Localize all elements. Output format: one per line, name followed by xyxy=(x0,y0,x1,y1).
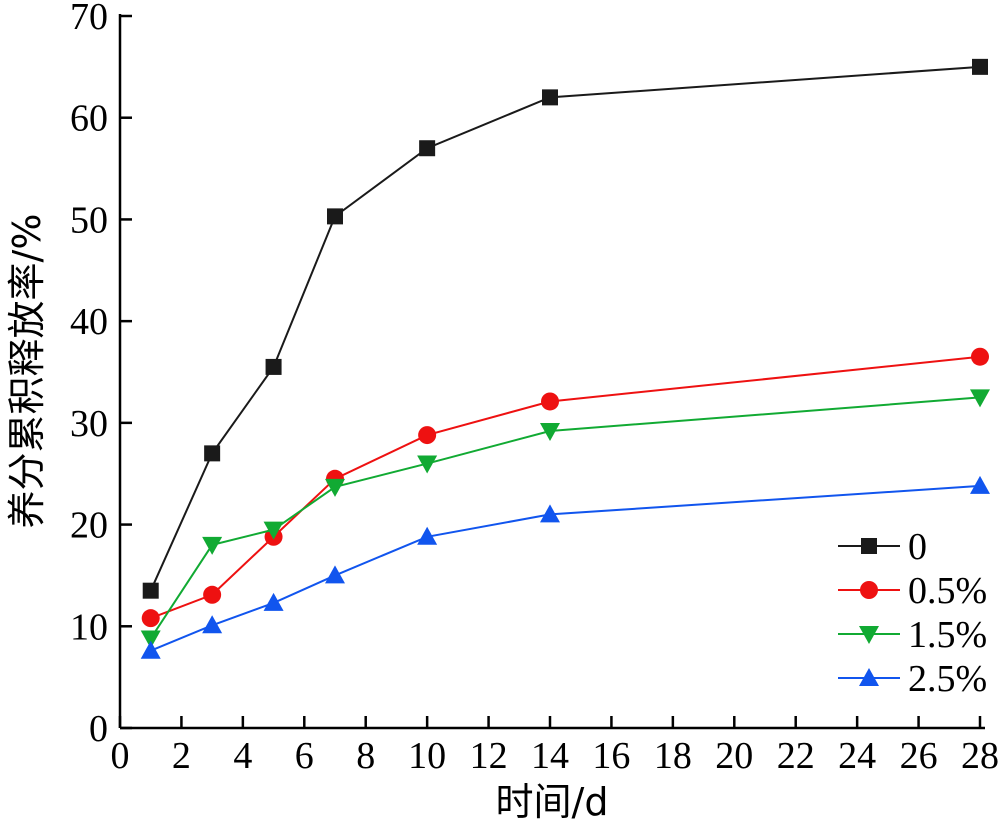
x-tick-label: 0 xyxy=(111,735,130,777)
x-tick-label: 22 xyxy=(777,735,815,777)
data-point xyxy=(540,504,560,523)
x-tick-label: 6 xyxy=(295,735,314,777)
y-tick-label: 10 xyxy=(70,606,108,648)
legend: 00.5%1.5%2.5% xyxy=(838,526,987,700)
x-tick-label: 2 xyxy=(172,735,191,777)
x-tick-label: 10 xyxy=(408,735,446,777)
axes xyxy=(118,14,985,730)
data-point xyxy=(265,358,282,375)
data-point xyxy=(203,585,222,604)
data-point xyxy=(417,455,438,474)
legend-marker xyxy=(859,626,879,644)
x-tick-label: 26 xyxy=(900,735,938,777)
y-tick-label: 30 xyxy=(70,403,108,445)
x-tick-label: 20 xyxy=(715,735,753,777)
y-tick-label: 40 xyxy=(70,301,108,343)
data-point xyxy=(140,630,161,649)
data-point xyxy=(140,640,161,659)
data-point xyxy=(327,208,343,225)
series-2 xyxy=(140,389,990,649)
data-point xyxy=(971,347,989,366)
data-point xyxy=(417,526,438,545)
series-line xyxy=(150,484,981,652)
legend-entry: 0.5% xyxy=(838,570,987,612)
data-point xyxy=(325,565,345,584)
x-axis-title: 时间/d xyxy=(496,780,609,824)
x-ticks: 0 2 4 6 8 10 12 14 16 18 20 22 24 26 28 xyxy=(111,716,999,777)
series-line xyxy=(150,355,981,620)
legend-marker xyxy=(859,668,879,686)
x-tick-label: 14 xyxy=(531,735,569,777)
y-tick-label: 70 xyxy=(70,0,108,38)
x-tick-label: 24 xyxy=(838,735,876,777)
series-line xyxy=(149,65,981,592)
data-point xyxy=(263,592,284,611)
data-point xyxy=(202,536,223,555)
data-point xyxy=(970,389,990,408)
legend-entry: 0 xyxy=(838,526,927,568)
data-point xyxy=(202,615,223,634)
y-tick-label: 20 xyxy=(70,505,108,547)
legend-label: 2.5% xyxy=(908,658,987,700)
series-0 xyxy=(142,58,988,599)
data-point xyxy=(972,58,988,75)
x-tick-label: 16 xyxy=(592,735,630,777)
data-point xyxy=(204,445,221,462)
legend-label: 0.5% xyxy=(908,570,987,612)
x-tick-label: 28 xyxy=(961,735,999,777)
data-point xyxy=(263,521,284,540)
data-point xyxy=(542,89,558,106)
data-point xyxy=(141,609,160,628)
legend-entry: 1.5% xyxy=(838,614,987,656)
data-point xyxy=(540,422,560,441)
series-3 xyxy=(140,475,990,659)
x-tick-label: 18 xyxy=(654,735,692,777)
legend-label: 1.5% xyxy=(908,614,987,656)
y-ticks: 0 10 20 30 40 50 60 70 xyxy=(70,0,132,750)
x-tick-label: 12 xyxy=(470,735,508,777)
y-tick-label: 60 xyxy=(70,98,108,140)
y-tick-label: 50 xyxy=(70,199,108,241)
x-tick-label: 8 xyxy=(356,735,375,777)
y-tick-label: 0 xyxy=(89,708,108,750)
legend-label: 0 xyxy=(908,526,927,568)
data-point xyxy=(970,475,990,494)
legend-marker xyxy=(860,581,878,599)
data-point xyxy=(142,582,159,599)
legend-marker xyxy=(861,538,877,554)
data-point xyxy=(541,392,559,411)
legend-entry: 2.5% xyxy=(838,658,987,700)
x-tick-label: 4 xyxy=(233,735,252,777)
y-axis-title: 养分累积释放率/% xyxy=(5,214,49,529)
data-point xyxy=(419,140,436,157)
data-point xyxy=(325,478,345,497)
series-layer xyxy=(140,58,990,659)
data-point xyxy=(418,426,437,445)
